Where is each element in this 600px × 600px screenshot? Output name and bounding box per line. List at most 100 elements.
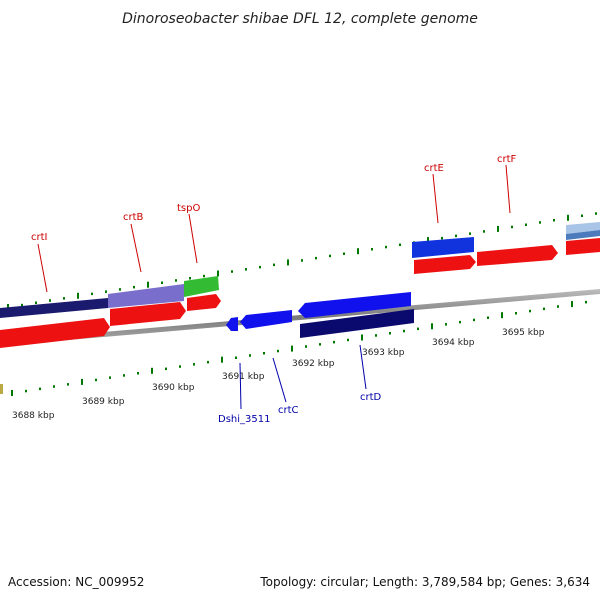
upper-tick <box>581 214 583 217</box>
feature-crtD-inner[interactable] <box>300 309 414 338</box>
feature-tspO-outer[interactable] <box>184 276 219 297</box>
upper-tick <box>91 292 93 296</box>
accession-text: Accession: NC_009952 <box>8 575 144 589</box>
gene-label-crtD[interactable]: crtD <box>360 392 382 403</box>
lower-tick <box>319 343 321 346</box>
upper-tick <box>287 259 289 266</box>
gene-label-Dshi_3511[interactable]: Dshi_3511 <box>218 414 270 425</box>
lower-tick <box>179 365 181 368</box>
lower-tick <box>95 378 97 382</box>
lower-tick <box>515 312 517 315</box>
upper-tick <box>357 248 359 255</box>
upper-tick <box>441 236 443 240</box>
upper-tick <box>595 212 597 215</box>
upper-tick <box>273 263 275 267</box>
leader-crtE <box>432 173 439 224</box>
leader-Dshi_3511 <box>239 362 242 410</box>
lower-tick <box>473 318 475 322</box>
lower-tick <box>305 345 307 348</box>
upper-tick <box>77 292 79 299</box>
scale-label-3694: 3694 kbp <box>432 338 475 348</box>
feature-crtE-outer[interactable] <box>412 237 474 258</box>
upper-tick <box>469 232 471 235</box>
gene-arrow-Dshi_3511[interactable] <box>226 317 238 331</box>
gene-label-crtB[interactable]: crtB <box>123 212 144 223</box>
topology-text: Topology: circular; Length: 3,789,584 bp… <box>259 575 590 589</box>
scale-label-3693: 3693 kbp <box>362 348 405 358</box>
lower-tick <box>445 323 447 326</box>
lower-tick <box>571 301 573 308</box>
lower-tick <box>249 354 251 357</box>
gene-arrow-crtE[interactable] <box>414 255 476 274</box>
lower-tick <box>25 389 27 393</box>
gene-arrow-crtC[interactable] <box>240 310 292 329</box>
lower-tick <box>221 356 223 363</box>
lower-tick <box>123 374 125 377</box>
feature-crtI-outer[interactable] <box>0 298 108 318</box>
lower-tick <box>109 376 111 379</box>
top-gene-labels: crtI crtB tspO crtE crtF <box>31 154 517 293</box>
lower-tick <box>193 363 195 366</box>
gene-label-crtF[interactable]: crtF <box>497 154 517 165</box>
upper-tick <box>203 274 205 278</box>
upper-tick <box>343 252 345 255</box>
gene-label-crtE[interactable]: crtE <box>424 163 444 174</box>
scale-label-3695: 3695 kbp <box>502 328 545 338</box>
upper-tick <box>49 299 51 302</box>
lower-tick <box>529 309 531 313</box>
gene-arrow-crtF[interactable] <box>477 245 558 266</box>
upper-tick <box>147 281 149 288</box>
lower-tick <box>389 332 391 335</box>
lower-tick <box>277 349 279 353</box>
lower-tick <box>291 345 293 352</box>
feature-unnamed-outer-b[interactable] <box>566 230 600 240</box>
lower-tick <box>501 312 503 319</box>
leader-crtC <box>272 357 287 403</box>
lower-tick <box>151 367 153 374</box>
lower-tick <box>585 300 587 304</box>
upper-tick <box>245 268 247 271</box>
lower-tick <box>431 323 433 330</box>
lower-tick <box>361 334 363 341</box>
gene-label-crtI[interactable]: crtI <box>31 232 47 243</box>
lower-tick <box>557 305 559 308</box>
feature-crtB-outer[interactable] <box>108 284 184 308</box>
gene-label-tspO[interactable]: tspO <box>177 203 200 214</box>
lower-tick <box>459 320 461 324</box>
scale-labels: 3688 kbp 3689 kbp 3690 kbp 3691 kbp 3692… <box>12 328 545 421</box>
scale-label-3690: 3690 kbp <box>152 383 195 393</box>
leader-crtF <box>505 164 511 214</box>
lower-tick <box>403 329 405 333</box>
lower-tick <box>543 307 545 311</box>
upper-tick <box>35 301 37 304</box>
lower-tick <box>137 372 139 375</box>
lower-tick <box>235 356 237 359</box>
upper-tick <box>21 303 23 307</box>
leader-crtD <box>359 344 367 390</box>
gene-arrow-crtB[interactable] <box>110 302 186 326</box>
upper-tick <box>301 259 303 262</box>
forward-genes <box>0 238 600 348</box>
upper-tick <box>539 221 541 224</box>
scale-label-3689: 3689 kbp <box>82 397 125 407</box>
leader-tspO <box>188 213 198 264</box>
upper-tick <box>427 237 429 244</box>
lower-scale-ticks <box>11 300 587 396</box>
upper-tick <box>217 270 219 277</box>
upper-tick <box>525 223 527 226</box>
upper-tick <box>161 281 163 284</box>
gene-arrow-crtI[interactable] <box>0 318 110 348</box>
lower-tick <box>333 340 335 344</box>
lower-tick <box>207 360 209 364</box>
upper-tick <box>567 214 569 221</box>
upper-tick <box>63 297 65 300</box>
upper-tick <box>175 279 177 282</box>
gene-label-crtC[interactable]: crtC <box>278 405 299 416</box>
gene-arrow-crtD[interactable] <box>298 292 411 318</box>
upper-tick <box>553 219 555 222</box>
gene-arrow-unnamed[interactable] <box>566 238 600 255</box>
upper-tick <box>7 304 9 310</box>
lower-tick <box>165 367 167 371</box>
gene-arrow-tspO[interactable] <box>187 294 221 311</box>
